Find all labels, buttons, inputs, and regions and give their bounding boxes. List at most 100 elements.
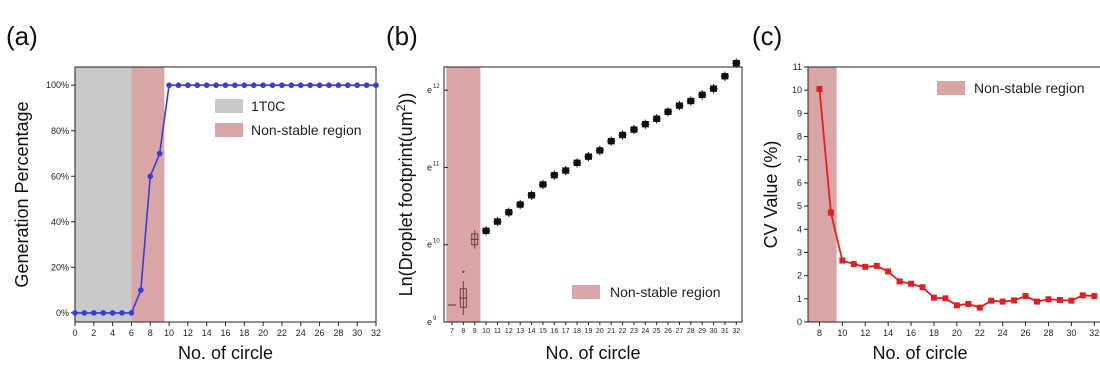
- data-point: [72, 310, 78, 316]
- data-point: [222, 82, 229, 89]
- x-tick-label: 9: [473, 328, 477, 335]
- x-tick-label: 24: [296, 328, 306, 338]
- panel-label: (b): [386, 21, 418, 51]
- x-tick-label: 30: [710, 328, 718, 335]
- x-tick-label: 28: [687, 328, 695, 335]
- data-point: [307, 82, 313, 89]
- data-point: [91, 310, 97, 316]
- data-point: [147, 173, 154, 180]
- y-tick-exponent: 11: [433, 161, 440, 167]
- data-point: [988, 297, 995, 304]
- y-tick-label: 3: [797, 247, 802, 257]
- data-point: [1056, 296, 1063, 303]
- x-tick-label: 10: [482, 328, 490, 335]
- data-point: [953, 302, 960, 309]
- x-tick-label: 8: [817, 328, 822, 338]
- y-tick-exponent: 12: [433, 84, 440, 90]
- panel-c: (c)8 10 12 14 16 18 20 22 24 26 28 30 32012345678910…: [752, 21, 1100, 363]
- data-point: [326, 82, 332, 89]
- data-point: [316, 82, 323, 89]
- y-tick-label: 100%: [46, 80, 69, 90]
- x-tick-label: 24: [998, 328, 1008, 338]
- legend-swatch: [572, 285, 600, 299]
- x-tick-label: 16: [220, 328, 230, 338]
- x-tick-label: 19: [585, 328, 593, 335]
- data-point: [908, 280, 915, 287]
- x-tick-label: 12: [505, 328, 513, 335]
- data-point: [175, 82, 182, 89]
- data-point: [1022, 293, 1029, 300]
- x-tick-label: 26: [664, 328, 672, 335]
- data-point: [999, 298, 1006, 305]
- data-point: [827, 209, 834, 216]
- data-point: [109, 310, 116, 316]
- x-tick-label: 20: [258, 328, 268, 338]
- x-tick-label: 20: [596, 328, 604, 335]
- data-point: [373, 82, 379, 89]
- data-point: [156, 150, 163, 157]
- data-point: [363, 82, 370, 89]
- x-tick-label: 30: [1066, 328, 1076, 338]
- data-point: [128, 310, 135, 316]
- x-tick-label: 16: [906, 328, 916, 338]
- data-point: [194, 82, 201, 89]
- x-tick-label: 0: [72, 328, 77, 338]
- y-tick-label: 60%: [51, 171, 69, 181]
- data-point: [1045, 296, 1052, 303]
- x-tick-label: 15: [539, 328, 547, 335]
- x-tick-label: 26: [315, 328, 325, 338]
- legend-label: 1T0C: [251, 98, 285, 114]
- y-tick-label: 1: [797, 294, 802, 304]
- x-tick-label: 18: [573, 328, 581, 335]
- x-tick-label: 20: [952, 328, 962, 338]
- y-tick-label: 11: [793, 62, 802, 72]
- panel-label: (c): [752, 21, 782, 51]
- x-tick-label: 22: [975, 328, 985, 338]
- x-axis-label: No. of circle: [872, 343, 967, 363]
- y-tick-label: 5: [797, 201, 802, 211]
- data-point: [260, 82, 266, 89]
- legend-label: Non-stable region: [610, 284, 721, 300]
- data-point: [297, 82, 304, 89]
- y-tick-label: 6: [797, 178, 802, 188]
- data-point: [1091, 293, 1098, 300]
- x-tick-label: 4: [110, 328, 115, 338]
- x-tick-label: 22: [619, 328, 627, 335]
- data-point: [232, 82, 238, 89]
- x-tick-label: 32: [1089, 328, 1099, 338]
- data-point: [250, 82, 257, 89]
- data-point: [119, 310, 125, 316]
- data-point: [896, 278, 903, 285]
- x-tick-label: 23: [630, 328, 638, 335]
- y-tick-label: e: [427, 317, 432, 327]
- y-tick-label: 0%: [56, 308, 69, 318]
- data-point: [138, 287, 144, 293]
- x-tick-label: 10: [837, 328, 847, 338]
- data-point: [1034, 298, 1041, 305]
- x-tick-label: 10: [164, 328, 174, 338]
- legend-label: Non-stable region: [974, 80, 1085, 96]
- y-tick-label: 9: [797, 108, 802, 118]
- y-axis-label: Ln(Droplet footprint(um2)): [394, 93, 416, 297]
- x-tick-label: 8: [148, 328, 153, 338]
- y-axis-label-main: Ln(Droplet footprint(um: [396, 111, 416, 296]
- y-tick-label: 20%: [51, 262, 69, 272]
- y-tick-exponent: 9: [433, 316, 437, 322]
- x-tick-label: 2: [91, 328, 96, 338]
- x-tick-label: 30: [352, 328, 362, 338]
- x-tick-label: 29: [698, 328, 706, 335]
- x-tick-label: 14: [528, 328, 536, 335]
- x-tick-label: 18: [929, 328, 939, 338]
- region-band-0: [446, 67, 481, 322]
- data-point: [241, 82, 248, 89]
- x-tick-label: 22: [277, 328, 287, 338]
- y-tick-label: e: [427, 85, 432, 95]
- x-tick-label: 7: [450, 328, 454, 335]
- data-point: [965, 300, 972, 307]
- data-point: [850, 261, 857, 268]
- y-tick-label: 2: [797, 271, 802, 281]
- region-band-0: [808, 67, 837, 322]
- legend-swatch: [215, 99, 243, 113]
- y-tick-label: 80%: [51, 126, 69, 136]
- x-tick-label: 8: [461, 328, 465, 335]
